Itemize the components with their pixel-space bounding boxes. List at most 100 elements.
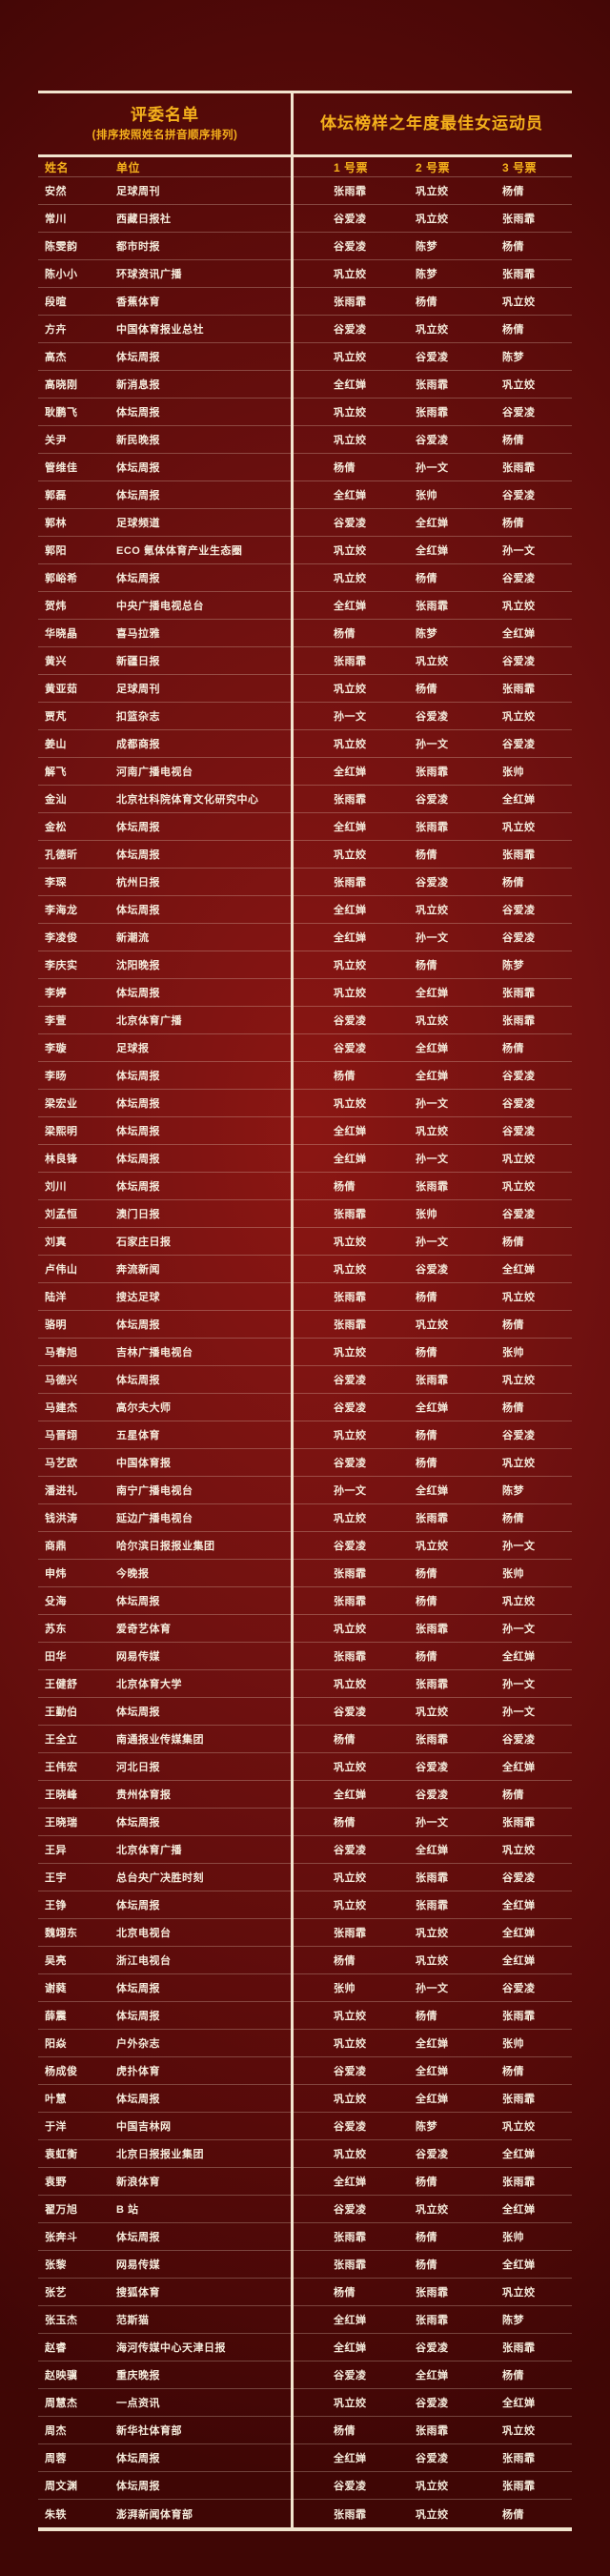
judge-name: 解飞 [45,767,67,778]
vote-3: 杨倩 [502,1319,524,1331]
judge-name: 王健舒 [45,1679,78,1690]
vote-2: 杨倩 [416,1430,437,1441]
vote-3: 孙一文 [502,1624,536,1635]
vote-2: 张帅 [416,1209,437,1220]
judge-org: 足球报 [116,1043,150,1054]
table-row: 张艺 搜狐体育 杨倩 张雨霏 巩立姣 [38,2279,572,2306]
judge-org: 体坛周报 [116,490,160,501]
vote-2: 全红婵 [416,2038,449,2050]
judge-name: 贾芃 [45,711,67,723]
vote-3: 巩立姣 [502,601,536,612]
vote-3: 谷爱凌 [502,1071,536,1082]
judge-name: 周蓉 [45,2453,67,2464]
judge-name: 陆洋 [45,1292,67,1303]
vote-1: 全红婵 [334,767,367,778]
judge-name: 李凌俊 [45,932,78,944]
vote-3: 谷爱凌 [502,1209,536,1220]
vote-2: 巩立姣 [416,1541,449,1552]
table-row: 王铮 体坛周报 巩立姣 张雨霏 全红婵 [38,1891,572,1919]
vote-1: 巩立姣 [334,1347,367,1359]
judge-name: 李旸 [45,1071,67,1082]
judge-name: 金松 [45,822,67,833]
table-row: 骆明 体坛周报 张雨霏 巩立姣 杨倩 [38,1311,572,1339]
judge-org: 体坛周报 [116,988,160,999]
table-row: 梁熙明 体坛周报 全红婵 巩立姣 谷爱凌 [38,1117,572,1145]
vote-2: 全红婵 [416,1845,449,1856]
judge-org: 搜狐体育 [116,2287,160,2299]
judge-name: 李璇 [45,1043,67,1054]
vote-2: 全红婵 [416,545,449,557]
vote-2: 巩立姣 [416,2508,449,2521]
judge-org: 范斯猫 [116,2315,150,2326]
judge-org: 中央广播电视总台 [116,601,204,612]
vote-3: 张雨霏 [502,214,536,225]
vote-1: 巩立姣 [334,1513,367,1524]
judges-list-header: 评委名单 (排序按照姓名拼音顺序排列) [38,93,292,154]
judge-org: 体坛周报 [116,905,160,916]
judge-org: 足球周刊 [116,186,160,197]
table-row: 王晓瑞 体坛周报 杨倩 孙一文 张雨霏 [38,1809,572,1836]
table-row: 金松 体坛周报 全红婵 张雨霏 巩立姣 [38,813,572,841]
table-row: 梁宏业 体坛周报 巩立姣 孙一文 谷爱凌 [38,1090,572,1117]
vote-2: 巩立姣 [416,1928,449,1939]
vote-2: 谷爱凌 [416,1264,449,1276]
vote-3: 张雨霏 [502,2481,536,2492]
judge-name: 钱洪涛 [45,1513,78,1524]
vote-3: 杨倩 [502,1237,524,1248]
judge-name: 郭磊 [45,490,67,501]
vote-2: 孙一文 [416,462,449,474]
vote-1: 巩立姣 [334,2149,367,2160]
vote-1: 杨倩 [334,462,356,474]
vote-3: 谷爱凌 [502,1430,536,1441]
judge-org: 北京体育广播 [116,1015,182,1027]
judge-name: 赵映骥 [45,2370,78,2382]
judge-org: 体坛周报 [116,2481,160,2492]
vote-1: 巩立姣 [334,1430,367,1441]
vote-3: 巩立姣 [502,2121,536,2133]
award-title: 体坛榜样之年度最佳女运动员 [320,114,543,133]
vote-1: 巩立姣 [334,684,367,695]
vertical-section-divider [291,91,294,2531]
judge-name: 吴亮 [45,1955,67,1967]
judge-name: 孔德昕 [45,849,78,861]
table-row: 陆洋 搜达足球 张雨霏 杨倩 巩立姣 [38,1283,572,1311]
vote-2: 张雨霏 [416,379,449,391]
vote-2: 全红婵 [416,1402,449,1414]
vote-2: 孙一文 [416,1237,449,1248]
table-row: 钱洪涛 延边广播电视台 巩立姣 张雨霏 杨倩 [38,1504,572,1532]
vote-1: 全红婵 [334,2342,367,2354]
judge-name: 李海龙 [45,905,78,916]
judge-org: 新华社体育部 [116,2425,182,2437]
vote-2: 张雨霏 [416,1624,449,1635]
vote-3: 谷爱凌 [502,573,536,584]
vote-1: 张雨霏 [334,1651,367,1663]
vote-2: 巩立姣 [416,186,449,197]
vote-3: 杨倩 [502,241,524,253]
judge-name: 关尹 [45,435,67,446]
judge-org: 河南广播电视台 [116,767,193,778]
vote-1: 巩立姣 [334,2011,367,2022]
judge-name: 贺炜 [45,601,67,612]
judge-name: 郭阳 [45,545,67,557]
vote-2: 杨倩 [416,2232,437,2243]
vote-3: 全红婵 [502,2204,536,2216]
vote-3: 杨倩 [502,435,524,446]
judge-org: 体坛周报 [116,1181,160,1193]
vote-1: 巩立姣 [334,407,367,419]
award-header: 体坛榜样之年度最佳女运动员 [292,93,572,154]
vote-1: 全红婵 [334,2177,367,2188]
vote-3: 谷爱凌 [502,1872,536,1884]
table-row: 商鼎 哈尔滨日报报业集团 谷爱凌 巩立姣 孙一文 [38,1532,572,1560]
table-row: 周慧杰 一点资讯 巩立姣 谷爱凌 全红婵 [38,2389,572,2417]
vote-3: 谷爱凌 [502,656,536,667]
vote-3: 谷爱凌 [502,1098,536,1110]
vote-1: 谷爱凌 [334,1541,367,1552]
vote-3: 杨倩 [502,1043,524,1054]
vote-3: 张雨霏 [502,269,536,280]
column-header-name: 姓名 [45,160,70,174]
table-row: 李凌俊 新潮流 全红婵 孙一文 谷爱凌 [38,924,572,951]
vote-1: 张雨霏 [334,1568,367,1580]
judge-org: 新疆日报 [116,656,160,667]
table-top-border [38,91,572,93]
